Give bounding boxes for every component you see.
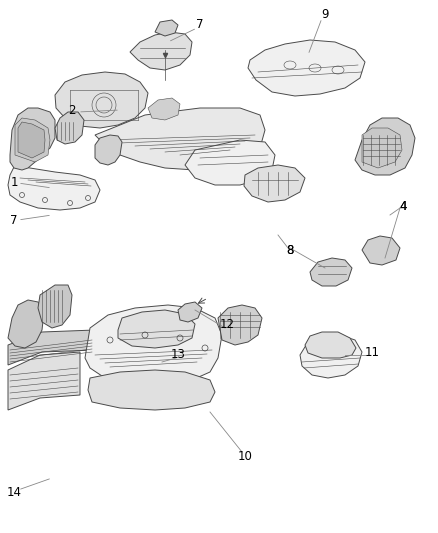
Polygon shape (148, 98, 180, 120)
Polygon shape (305, 332, 356, 358)
Text: 7: 7 (10, 214, 18, 227)
Text: 2: 2 (68, 103, 76, 117)
Polygon shape (10, 108, 55, 170)
Text: 4: 4 (399, 199, 407, 213)
Polygon shape (178, 302, 202, 322)
Text: 10: 10 (237, 449, 252, 463)
Polygon shape (362, 236, 400, 265)
Polygon shape (310, 258, 352, 286)
Text: 7: 7 (196, 19, 204, 31)
Text: 13: 13 (170, 349, 185, 361)
Polygon shape (118, 310, 195, 348)
Text: 1: 1 (10, 176, 18, 190)
Polygon shape (95, 135, 122, 165)
Polygon shape (155, 20, 178, 36)
Polygon shape (88, 370, 215, 410)
Text: 8: 8 (286, 244, 294, 256)
Polygon shape (248, 40, 365, 96)
Polygon shape (8, 330, 95, 365)
Text: 12: 12 (219, 319, 234, 332)
Polygon shape (300, 335, 362, 378)
Polygon shape (95, 108, 265, 170)
Text: 14: 14 (7, 486, 21, 498)
Polygon shape (55, 72, 148, 128)
Polygon shape (185, 140, 275, 185)
Text: 9: 9 (321, 9, 329, 21)
Polygon shape (8, 165, 100, 210)
Polygon shape (362, 128, 402, 168)
Polygon shape (8, 300, 44, 348)
Text: 11: 11 (364, 345, 379, 359)
Polygon shape (85, 305, 222, 385)
Polygon shape (8, 352, 80, 410)
Text: 8: 8 (286, 244, 294, 256)
Polygon shape (15, 118, 50, 162)
Polygon shape (244, 165, 305, 202)
Polygon shape (218, 305, 262, 345)
Text: 4: 4 (399, 199, 407, 213)
Polygon shape (355, 118, 415, 175)
Polygon shape (18, 122, 45, 158)
Polygon shape (130, 32, 192, 70)
Polygon shape (38, 285, 72, 328)
Polygon shape (55, 112, 84, 144)
